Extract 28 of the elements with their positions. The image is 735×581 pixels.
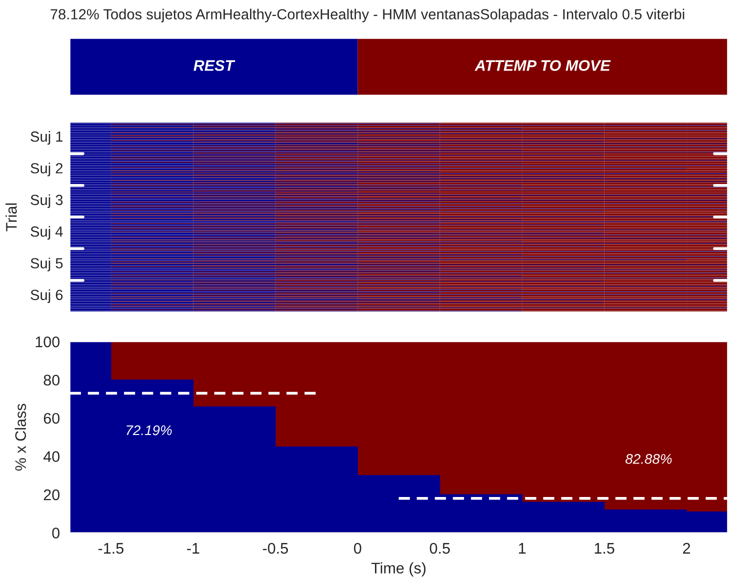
annotation: 72.19% xyxy=(126,425,172,436)
category-label: REST xyxy=(194,60,236,71)
category-label: Suj 5 xyxy=(30,258,63,272)
x-axis-title: Time (s) xyxy=(371,562,426,577)
category-label: Suj 2 xyxy=(30,162,63,176)
y-tick-label: 20 xyxy=(44,489,60,500)
category-label: Suj 6 xyxy=(30,289,63,303)
x-tick-label: 0.5 xyxy=(430,542,450,554)
y-tick-label: 100 xyxy=(36,336,60,348)
annotation: 82.88% xyxy=(626,454,672,464)
text: Trial xyxy=(6,203,17,232)
y-tick-label: 80 xyxy=(44,374,60,386)
category-label: Suj 4 xyxy=(30,226,63,240)
text: 78.12% Todos sujetos ArmHealthy-CortexHealthy - HMM ventanasSolapadas - Intervalo 0.5 viterbi xyxy=(50,8,684,22)
y-tick-label: 40 xyxy=(43,451,60,462)
y-axis-title: % x Class xyxy=(14,404,26,471)
y-tick-label: 60 xyxy=(44,412,60,424)
category-label: Suj 1 xyxy=(30,131,63,145)
x-tick-label: 0 xyxy=(354,542,362,554)
x-tick-label: 1.5 xyxy=(594,543,614,554)
x-tick-label: 1 xyxy=(518,543,526,554)
x-tick-label: -1.5 xyxy=(98,543,124,554)
x-tick-label: -1 xyxy=(187,543,200,554)
y-tick-label: 0 xyxy=(52,528,60,538)
category-label: ATTEMP TO MOVE xyxy=(474,60,611,71)
x-tick-label: -0.5 xyxy=(262,542,288,554)
x-tick-label: 2 xyxy=(683,542,690,554)
category-label: Suj 3 xyxy=(30,194,63,208)
